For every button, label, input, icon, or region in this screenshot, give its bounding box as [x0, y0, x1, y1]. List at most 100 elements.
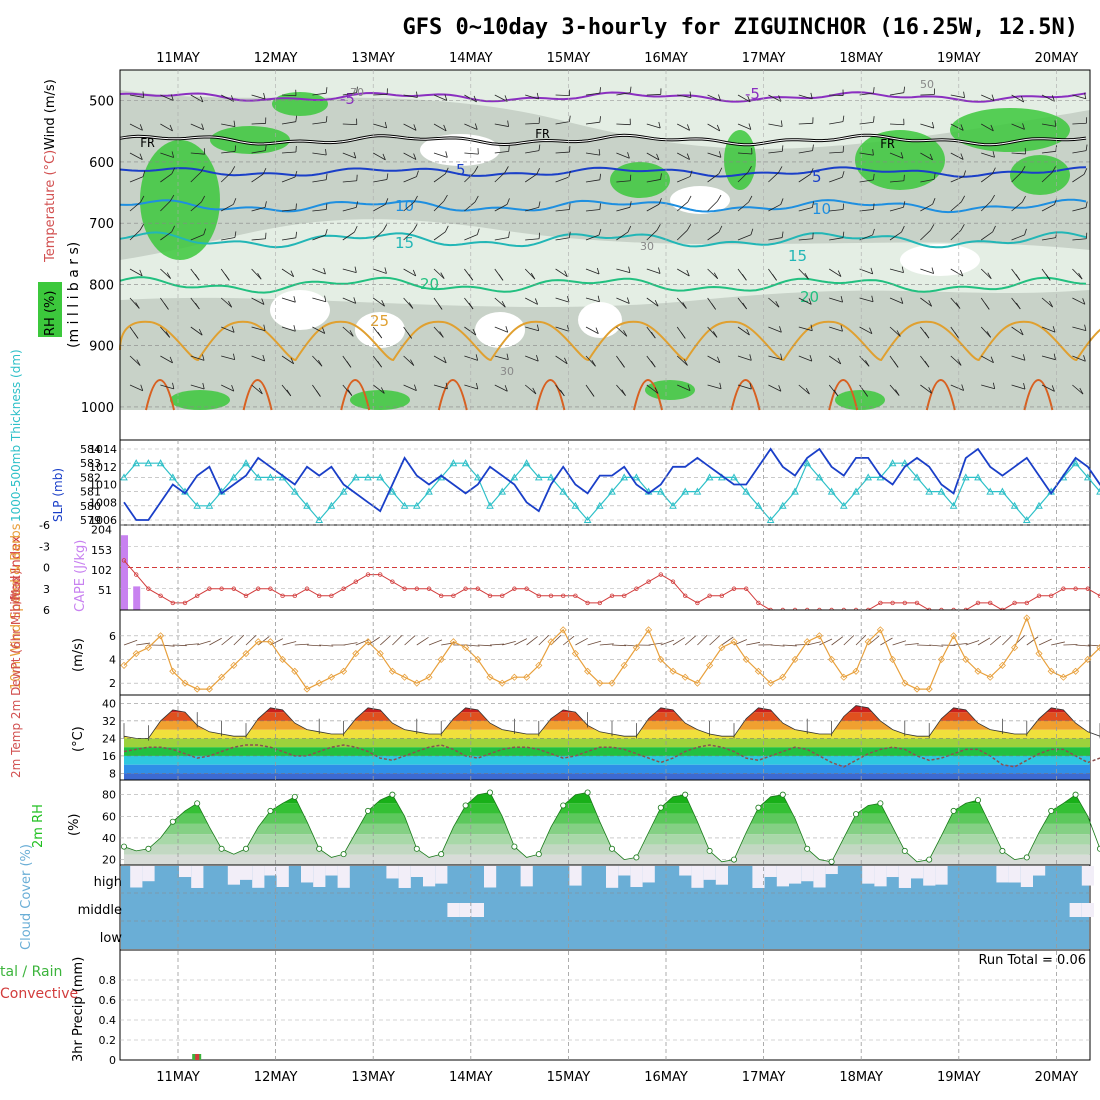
- rh2m-point: [413, 845, 420, 852]
- wind10m-speed-point: [913, 685, 921, 693]
- wind-barb-feather: [231, 385, 235, 392]
- rh-shading: [120, 90, 1090, 410]
- wind10m-speed-point: [291, 667, 299, 675]
- wind-barb-staff: [1011, 234, 1025, 241]
- wind-barb-feather: [353, 152, 357, 159]
- wind-barb-feather: [443, 194, 448, 202]
- precip-tick: 0.2: [99, 1034, 117, 1047]
- wind-barb-feather: [778, 166, 783, 173]
- thickness-point: [315, 515, 324, 523]
- temp-band: [124, 773, 1090, 780]
- wind-barb-feather: [262, 167, 267, 175]
- wind10m-speed-point: [327, 673, 335, 681]
- wind-barb-staff: [950, 201, 962, 212]
- wind-barb-staff: [677, 152, 690, 160]
- wind-barb-feather: [569, 203, 571, 210]
- wind-barb-staff: [433, 268, 445, 279]
- wind-barb-staff: [129, 384, 143, 392]
- wind-barb-staff: [920, 152, 933, 161]
- wind-barb-feather: [687, 384, 691, 391]
- lifted-index-point: [731, 586, 737, 591]
- cloud-high-gap: [618, 866, 631, 876]
- wind10m-barb: [282, 641, 297, 646]
- wind-barb-feather: [413, 124, 417, 131]
- wind10m-speed-point: [218, 673, 226, 681]
- wind-barb-feather: [961, 384, 965, 391]
- wind10m-barb: [782, 644, 797, 647]
- wind-barb-staff: [859, 152, 874, 156]
- wind-barb-staff: [555, 237, 570, 241]
- wind-barb-staff: [707, 384, 722, 390]
- thickness-point: [827, 487, 836, 495]
- wind10m-speed-point: [840, 673, 848, 681]
- wind10m-barb: [648, 642, 663, 646]
- isotherm-30-arch: [633, 379, 663, 411]
- wind-barb-feather: [872, 149, 874, 156]
- wind10m-speed-point: [620, 661, 628, 669]
- wind-barb-staff: [494, 237, 509, 241]
- wind-barb-staff: [373, 203, 386, 212]
- wind-barb-staff: [1072, 207, 1087, 212]
- cloud-high-gap: [252, 866, 265, 888]
- wind-barb-staff: [494, 204, 508, 212]
- wind-barb-feather: [1024, 228, 1027, 235]
- rh2m-point: [340, 851, 347, 858]
- wind-barb-staff: [981, 94, 995, 101]
- wind-barb-staff: [737, 171, 749, 183]
- thickness-point: [327, 501, 336, 509]
- wind-barb-feather: [865, 360, 870, 367]
- wind-barb-staff: [616, 297, 630, 304]
- wind10m-speed-point: [364, 638, 372, 646]
- wind-barb-feather: [654, 300, 659, 307]
- wind-barb-staff: [920, 123, 934, 129]
- wind-barb-feather: [986, 331, 992, 338]
- wind-barb-feather: [171, 151, 175, 158]
- precip-tick: 0.4: [99, 1014, 117, 1027]
- lifted-index-point: [561, 593, 566, 599]
- wind-barb-staff: [737, 384, 752, 390]
- wind10m-speed-point: [852, 667, 860, 675]
- wind-barb-feather: [626, 297, 630, 304]
- wind-barb-staff: [829, 151, 844, 154]
- date-label-bottom: 20MAY: [1035, 1070, 1079, 1085]
- isotherm-20: [119, 276, 1087, 294]
- wind-barb-staff: [342, 297, 356, 304]
- wind-barb-staff: [525, 355, 539, 362]
- wind-barb-feather: [445, 151, 448, 158]
- wind10m-speed-point: [193, 685, 201, 693]
- lifted-index-point: [744, 586, 749, 591]
- rh2m-tick: 60: [102, 810, 116, 823]
- wind-barb-feather: [322, 327, 326, 334]
- wind10m-speed-point: [242, 649, 250, 658]
- lifted-index-point: [1012, 600, 1017, 606]
- wind-barb-feather: [711, 303, 716, 310]
- wind-barb-staff: [251, 238, 266, 241]
- wind-barb-staff: [859, 92, 874, 96]
- cape-tick: 204: [91, 524, 112, 537]
- wind-barb-feather: [686, 224, 692, 231]
- wind10m-speed-point: [584, 667, 592, 675]
- temp-band: [124, 738, 1090, 748]
- wind-barb-staff: [829, 121, 844, 125]
- precip-frame: [119, 949, 1091, 1061]
- wind10m-speed-point: [254, 638, 262, 646]
- wind-barb-feather: [135, 302, 140, 309]
- wind-barb-staff: [798, 384, 810, 395]
- wind-barb-feather: [658, 121, 661, 129]
- wind10m-speed-point: [315, 679, 323, 687]
- rh2m-tick: 80: [102, 789, 116, 802]
- wind-barb-feather: [716, 124, 721, 132]
- lifted-index-point: [914, 600, 920, 606]
- lifted-index-point: [243, 593, 249, 599]
- rh-band: [124, 844, 1090, 855]
- thickness-point: [132, 459, 141, 467]
- cloud-high-gap: [923, 866, 936, 886]
- wind10m-barb: [319, 644, 334, 647]
- wind-barb-staff: [707, 94, 721, 101]
- wind-barb-staff: [281, 297, 296, 303]
- wind-barb-feather: [656, 224, 661, 231]
- rh2m-point: [1097, 845, 1100, 852]
- wind10m-barb: [819, 638, 833, 646]
- wind-barb-staff: [798, 207, 813, 212]
- wind10m-barb: [416, 636, 429, 646]
